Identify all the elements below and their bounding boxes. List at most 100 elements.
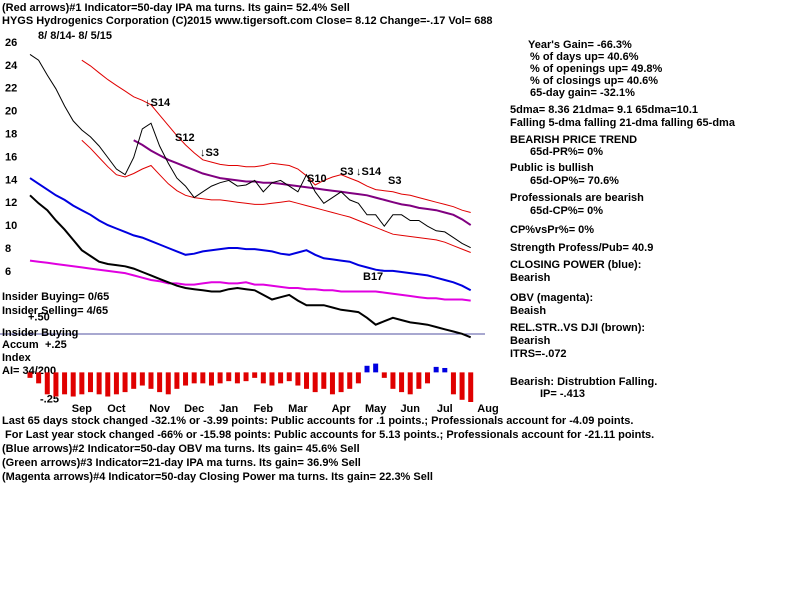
accum-bar — [234, 372, 240, 384]
side-note: AI= 34/200 — [2, 365, 56, 377]
accum-bar — [208, 372, 214, 386]
accum-bar — [399, 372, 405, 393]
stat-line: REL.STR..VS DJI (brown): — [510, 322, 645, 334]
accum-bar — [304, 372, 310, 389]
stat-line: 65d-OP%= 70.6% — [530, 175, 619, 187]
x-tick-label: Jan — [219, 403, 238, 415]
accum-bar — [105, 372, 111, 397]
accum-bar — [373, 363, 379, 373]
accum-bar — [44, 372, 50, 395]
series-line — [29, 194, 472, 339]
stat-line: Year's Gain= -66.3% — [528, 39, 632, 51]
stat-line: 5dma= 8.36 21dma= 9.1 65dma=10.1 — [510, 104, 698, 116]
accum-bar — [260, 372, 266, 384]
y-tick-label: 8 — [5, 243, 11, 255]
accum-bar — [87, 372, 93, 393]
y-tick-label: +.25 — [45, 339, 67, 351]
x-tick-label: Jul — [437, 403, 453, 415]
x-tick-label: Dec — [184, 403, 204, 415]
header-line: HYGS Hydrogenics Corporation (C)2015 www… — [2, 15, 493, 27]
accum-bar — [62, 372, 68, 395]
y-tick-label: 24 — [5, 60, 18, 72]
footer-line: For Last year stock changed -66% or -15.… — [5, 429, 654, 441]
y-tick-label: 20 — [5, 106, 17, 118]
x-tick-label: May — [365, 403, 387, 415]
accum-bar — [278, 372, 284, 384]
accum-bar — [450, 372, 456, 395]
series-line — [29, 259, 471, 302]
accum-bar — [183, 372, 189, 386]
accum-bar — [53, 372, 59, 397]
series-line — [81, 139, 471, 253]
accum-bar — [157, 372, 163, 393]
y-tick-label: +.50 — [28, 311, 50, 323]
stat-line: IP= -.413 — [540, 388, 585, 400]
side-note: Accum — [2, 339, 39, 351]
x-tick-label: Jun — [400, 403, 420, 415]
signal-label: S3 — [388, 175, 401, 187]
accum-bar — [131, 372, 137, 389]
accum-bar — [113, 372, 119, 395]
accum-bar — [96, 372, 102, 395]
side-note: Index — [2, 352, 32, 364]
accum-bar — [269, 372, 275, 386]
accum-bar — [347, 372, 353, 389]
accum-bar — [252, 372, 258, 378]
accum-bar — [312, 372, 318, 393]
signal-label: ↓S3 — [200, 147, 219, 159]
accum-bar — [364, 365, 370, 373]
stat-line: % of closings up= 40.6% — [530, 75, 658, 87]
series-line — [29, 177, 472, 292]
accum-bar — [433, 366, 439, 373]
footer-line: (Magenta arrows)#4 Indicator=50-day Clos… — [2, 471, 433, 483]
x-tick-label: Nov — [149, 403, 171, 415]
accum-bar — [174, 372, 180, 389]
stat-line: 65d-CP%= 0% — [530, 205, 603, 217]
stat-line: OBV (magenta): — [510, 292, 593, 304]
accum-bar — [416, 372, 422, 389]
accum-bar — [79, 372, 85, 395]
stat-line: ITRS=-.072 — [510, 348, 567, 360]
stat-line: Beaish — [510, 305, 546, 317]
accum-bar — [390, 372, 396, 389]
series-line — [81, 59, 471, 213]
stat-line: Public is bullish — [510, 162, 594, 174]
signal-label: ↓S14 — [145, 97, 171, 109]
stat-line: % of openings up= 49.8% — [530, 63, 663, 75]
accum-bar — [70, 372, 76, 397]
accum-bar — [191, 372, 197, 384]
accum-bar — [355, 372, 361, 384]
signal-label: S10 — [307, 173, 327, 185]
accum-bar — [459, 372, 465, 400]
accum-bar — [165, 372, 171, 395]
accum-bar — [200, 372, 206, 384]
series-line — [133, 139, 472, 226]
footer-line: (Green arrows)#3 Indicator=21-day IPA ma… — [2, 457, 361, 469]
accum-bar — [286, 372, 292, 382]
signal-label: S3 — [340, 166, 353, 178]
y-tick-label: 26 — [5, 37, 17, 49]
side-note: Insider Buying= 0/65 — [2, 291, 109, 303]
accum-bar — [243, 372, 249, 382]
signal-label: S12 — [175, 132, 195, 144]
signal-label: ↓S14 — [356, 166, 382, 178]
y-tick-label: 22 — [5, 83, 17, 95]
accum-bar — [468, 372, 474, 402]
accum-bar — [295, 372, 301, 386]
x-tick-label: Sep — [72, 403, 92, 415]
x-tick-label: Feb — [254, 403, 274, 415]
stat-line: CP%vsPr%= 0% — [510, 224, 594, 236]
y-tick-label: 10 — [5, 220, 17, 232]
y-tick-label: -.25 — [40, 394, 59, 406]
accum-bar — [329, 372, 335, 395]
side-note: Insider Buying — [2, 327, 78, 339]
accum-bar — [217, 372, 223, 384]
x-tick-label: Aug — [477, 403, 498, 415]
stat-line: Bearish — [510, 272, 551, 284]
accum-bar — [122, 372, 128, 393]
stat-line: CLOSING POWER (blue): — [510, 259, 641, 271]
y-tick-label: 14 — [5, 174, 18, 186]
footer-line: Last 65 days stock changed -32.1% or -3.… — [2, 415, 633, 427]
stat-line: Strength Profess/Pub= 40.9 — [510, 242, 653, 254]
